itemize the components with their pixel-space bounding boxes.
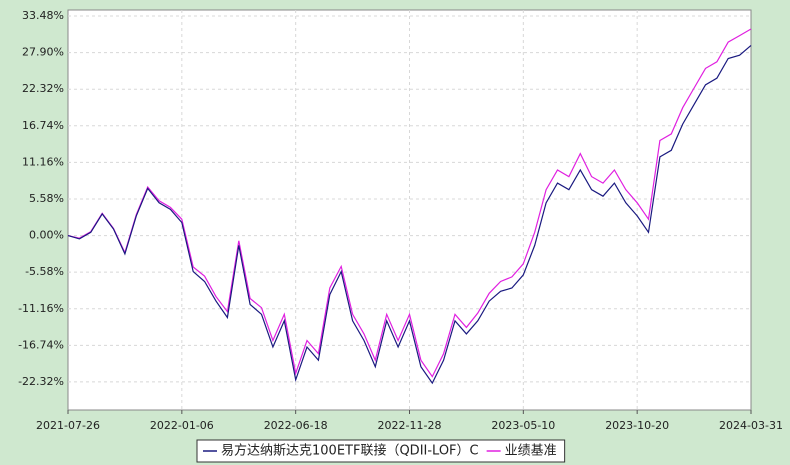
- y-tick-label: 5.58%: [29, 192, 64, 205]
- x-tick-label: 2024-03-31: [719, 419, 783, 432]
- legend-label: 易方达纳斯达克100ETF联接（QDII-LOF）C: [221, 443, 479, 459]
- legend-label: 业绩基准: [505, 444, 557, 459]
- x-tick-label: 2022-01-06: [150, 419, 214, 432]
- y-tick-label: 0.00%: [29, 229, 64, 242]
- y-tick-label: -5.58%: [25, 265, 64, 278]
- y-tick-label: -16.74%: [18, 338, 64, 351]
- series-line: [67, 28, 752, 378]
- series-line: [67, 44, 752, 385]
- y-tick-label: 33.48%: [22, 9, 64, 22]
- x-tick-label: 2022-11-28: [378, 419, 442, 432]
- x-tick-label: 2023-10-20: [605, 419, 669, 432]
- x-tick-label: 2022-06-18: [264, 419, 328, 432]
- x-tick-label: 2021-07-26: [36, 419, 100, 432]
- y-tick-label: 16.74%: [22, 119, 64, 132]
- y-tick-label: 11.16%: [22, 155, 64, 168]
- x-tick-label: 2023-05-10: [491, 419, 555, 432]
- y-tick-label: 22.32%: [22, 82, 64, 95]
- y-tick-label: -11.16%: [18, 302, 64, 315]
- legend: [196, 439, 566, 463]
- legend-box: [196, 439, 566, 463]
- y-tick-label: 27.90%: [22, 46, 64, 59]
- y-tick-label: -22.32%: [18, 375, 64, 388]
